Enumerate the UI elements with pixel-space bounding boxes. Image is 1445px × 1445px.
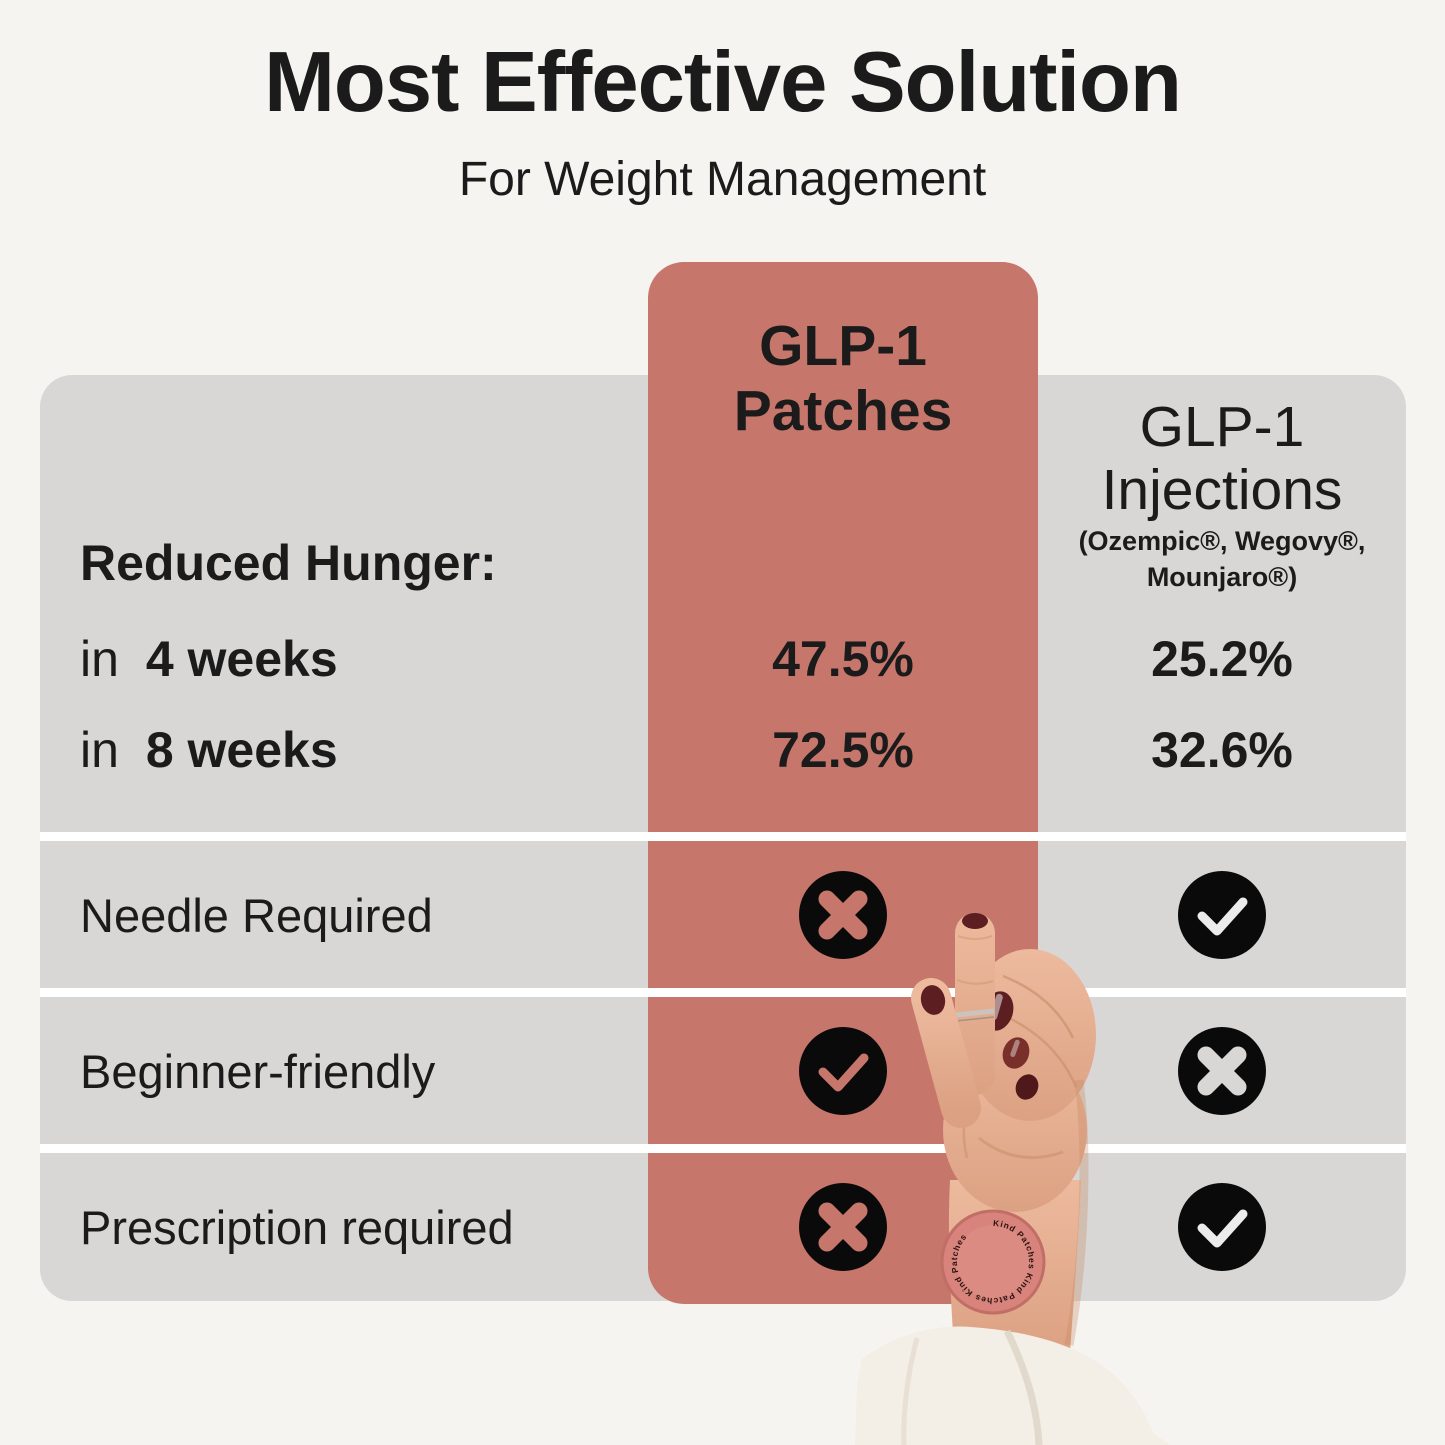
feature-label-beginner-friendly: Beginner-friendly [80, 1044, 436, 1098]
row-divider [40, 1144, 1406, 1153]
patches-8-week-value: 72.5% [772, 722, 914, 778]
week4-prefix: in [80, 631, 119, 687]
feature-label-needle-required: Needle Required [80, 888, 433, 942]
patches-header-line1: GLP-1 [759, 314, 927, 378]
injections-header-line1: GLP-1 [1139, 395, 1305, 459]
cross-icon [799, 871, 887, 959]
cross-icon [799, 1183, 887, 1271]
patches-header-line2: Patches [733, 378, 953, 443]
injections-header-line2: Injections [1101, 457, 1343, 522]
thumb [911, 978, 981, 1128]
check-icon [1178, 871, 1266, 959]
row-divider [40, 832, 1406, 841]
page-title: Most Effective Solution [264, 35, 1182, 130]
wrist-patch: Kind Patches Kind Patches Kind Patches [940, 1209, 1046, 1315]
week8-label: 8 weeks [145, 722, 338, 778]
injections-brand-note: (Ozempic®, Wegovy®, Mounjaro®) [1038, 523, 1406, 596]
injections-4-week-value: 25.2% [1151, 631, 1293, 687]
injections-note-line1: (Ozempic®, Wegovy®, [1078, 526, 1366, 556]
column-header-patches: GLP-1 Patches [648, 314, 1038, 444]
week8-prefix: in [80, 722, 119, 778]
patches-4-week-value: 47.5% [772, 631, 914, 687]
finger-ring [955, 1008, 995, 1018]
injections-8-week-value: 32.6% [1151, 722, 1293, 778]
reduced-hunger-label: Reduced Hunger: [80, 535, 497, 591]
feature-label-prescription-required: Prescription required [80, 1200, 514, 1254]
row-divider [40, 988, 1406, 997]
injections-note-line2: Mounjaro®) [1146, 562, 1298, 593]
row-label-8-weeks: in 8 weeks [80, 721, 338, 779]
page-subtitle: For Weight Management [458, 153, 987, 206]
check-icon [1178, 1183, 1266, 1271]
row-label-4-weeks: in 4 weeks [80, 630, 338, 688]
sleeve [855, 1326, 1170, 1445]
cross-icon [1178, 1027, 1266, 1115]
check-icon [799, 1027, 887, 1115]
hand-photo: Kind Patches Kind Patches Kind Patches [855, 913, 1170, 1445]
column-header-injections: GLP-1 Injections [1038, 396, 1406, 521]
week4-label: 4 weeks [145, 631, 338, 687]
